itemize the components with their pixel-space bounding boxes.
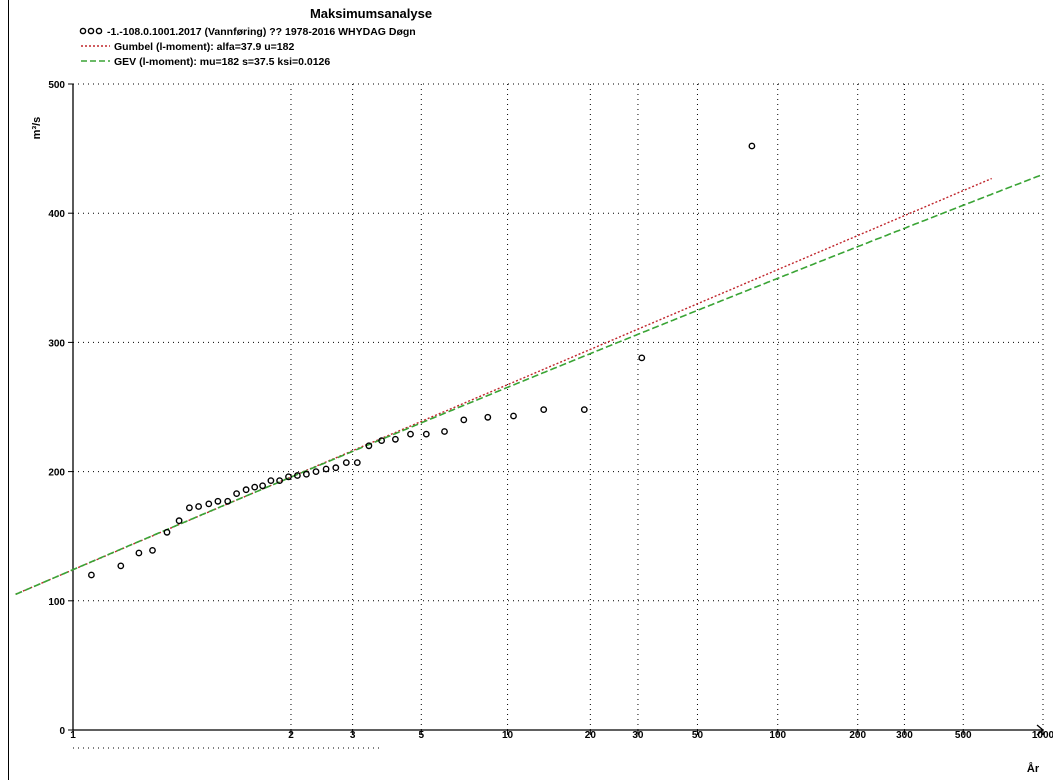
x-tick-label: 50 bbox=[692, 730, 704, 741]
x-tick-label: 1000 bbox=[1032, 730, 1053, 741]
chart-title: Maksimumsanalyse bbox=[310, 6, 432, 21]
data-points bbox=[88, 142, 756, 579]
data-point bbox=[365, 442, 373, 450]
y-tick-label: 100 bbox=[48, 597, 65, 608]
data-point bbox=[342, 459, 350, 466]
x-tick-label: 500 bbox=[955, 730, 972, 741]
data-point bbox=[149, 547, 156, 554]
x-tick-label: 100 bbox=[769, 730, 786, 741]
data-point bbox=[353, 459, 361, 466]
grid bbox=[73, 83, 1044, 730]
data-point bbox=[638, 354, 646, 362]
legend-entry-observations: -1.-108.0.1001.2017 (Vannføring) ?? 1978… bbox=[79, 26, 416, 38]
x-tick-label: 2 bbox=[288, 730, 294, 741]
x-tick-label: 3 bbox=[350, 730, 356, 741]
x-tick-label: 5 bbox=[419, 730, 425, 741]
gumbel-curve bbox=[15, 177, 992, 595]
data-point bbox=[748, 142, 756, 150]
data-point bbox=[185, 504, 193, 512]
data-point bbox=[510, 412, 517, 420]
legend-label-gev: GEV (l-moment): mu=182 s=37.5 ksi=0.0126 bbox=[114, 56, 330, 68]
gev-curve bbox=[15, 173, 1044, 596]
y-tick-label: 200 bbox=[48, 468, 65, 479]
legend-marker-observations bbox=[95, 27, 103, 35]
data-point bbox=[214, 497, 222, 505]
x-tick-label: 1 bbox=[70, 730, 76, 741]
x-axis-arrow bbox=[1036, 724, 1045, 736]
x-tick-label: 300 bbox=[896, 730, 913, 741]
legend-entry-gev: GEV (l-moment): mu=182 s=37.5 ksi=0.0126 bbox=[81, 56, 330, 68]
data-point bbox=[163, 528, 171, 536]
y-tick-label: 500 bbox=[48, 80, 65, 91]
x-axis-label: År bbox=[1027, 762, 1040, 775]
data-point bbox=[540, 406, 548, 413]
legend-marker-observations bbox=[87, 27, 95, 35]
data-point bbox=[322, 465, 330, 473]
y-axis-label: m³/s bbox=[31, 117, 43, 140]
data-point bbox=[285, 473, 292, 481]
data-point bbox=[276, 477, 283, 484]
data-point bbox=[580, 406, 588, 413]
legend-marker-observations bbox=[79, 27, 87, 35]
data-point bbox=[224, 497, 232, 505]
x-tick-label: 10 bbox=[502, 730, 514, 741]
data-point bbox=[259, 482, 266, 490]
data-point bbox=[242, 486, 250, 494]
axes: 0 100 200 300 400 500 1 2 3 5 10 20 30 50 100 200 300 500… bbox=[48, 80, 1053, 749]
data-point bbox=[484, 413, 492, 421]
data-point bbox=[205, 500, 213, 508]
legend-entry-gumbel: Gumbel (l-moment): alfa=37.9 u=182 bbox=[81, 41, 294, 53]
data-point bbox=[302, 470, 310, 478]
x-tick-label: 20 bbox=[585, 730, 597, 741]
data-point bbox=[332, 464, 340, 472]
data-point bbox=[312, 468, 320, 475]
data-point bbox=[117, 562, 125, 570]
x-tick-label: 30 bbox=[632, 730, 644, 741]
data-point bbox=[460, 416, 468, 424]
legend-label-observations: -1.-108.0.1001.2017 (Vannføring) ?? 1978… bbox=[107, 26, 416, 38]
data-point bbox=[233, 490, 241, 497]
data-point bbox=[378, 437, 385, 444]
y-tick-label: 0 bbox=[59, 726, 65, 737]
data-point bbox=[407, 430, 414, 438]
data-point bbox=[251, 483, 259, 491]
y-tick-label: 400 bbox=[48, 209, 65, 220]
data-point bbox=[391, 435, 399, 443]
data-point bbox=[293, 472, 301, 479]
data-point bbox=[422, 430, 430, 438]
left-frame-line bbox=[8, 0, 9, 780]
data-point bbox=[441, 428, 448, 435]
data-point bbox=[175, 517, 183, 525]
y-tick-label: 300 bbox=[48, 338, 65, 349]
data-point bbox=[135, 549, 143, 557]
data-point bbox=[195, 503, 203, 510]
legend: -1.-108.0.1001.2017 (Vannføring) ?? 1978… bbox=[79, 26, 416, 68]
x-tick-label: 200 bbox=[849, 730, 866, 741]
data-point bbox=[88, 571, 95, 579]
legend-label-gumbel: Gumbel (l-moment): alfa=37.9 u=182 bbox=[114, 41, 294, 53]
curves bbox=[15, 173, 1044, 596]
data-point bbox=[267, 477, 275, 484]
